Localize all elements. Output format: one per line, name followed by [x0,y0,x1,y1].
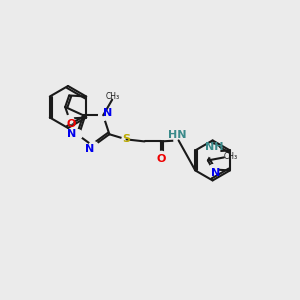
Text: N: N [103,108,112,118]
Text: N: N [68,129,76,139]
Text: NH: NH [205,142,223,152]
Text: CH₃: CH₃ [224,152,238,161]
Text: N: N [211,168,220,178]
Text: O: O [67,118,76,128]
Text: O: O [157,154,166,164]
Text: HN: HN [168,130,187,140]
Text: N: N [85,144,94,154]
Text: CH₃: CH₃ [106,92,120,101]
Text: S: S [123,134,130,144]
